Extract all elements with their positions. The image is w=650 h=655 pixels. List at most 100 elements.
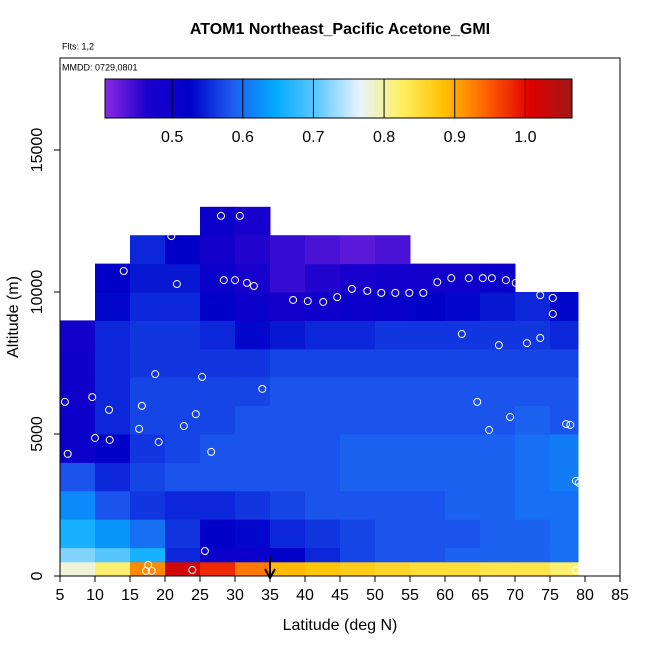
heat-cell [95,377,131,407]
x-tick-label: 30 [226,587,244,604]
flight-point [333,293,342,302]
flight-point [492,249,501,258]
heat-cell [480,320,516,350]
heat-cell [410,263,446,293]
flight-point [433,278,442,287]
heat-cell [515,462,551,492]
heat-cell [235,519,271,549]
heat-cell [340,348,376,378]
heat-cell [445,263,481,293]
heat-cell [60,434,96,463]
heat-cell [410,462,446,492]
heat-cell [515,547,551,563]
x-tick-label: 75 [541,587,559,604]
heat-cell [130,235,166,265]
y-tick-label: 15000 [29,128,46,173]
heat-cell [270,547,306,563]
heat-cell [445,405,481,435]
heat-cell [235,547,271,563]
heat-cell [130,263,166,293]
heat-cell [375,434,411,463]
y-tick-label: 5000 [29,416,46,452]
flight-point [235,211,244,220]
heat-cell [305,405,341,435]
heat-cell [375,490,411,520]
flight-point [179,422,188,431]
heat-cell [445,320,481,350]
heat-cell [270,348,306,378]
heat-cell [375,405,411,435]
heat-cell [200,490,236,520]
heat-cell [130,320,166,350]
heat-cell [235,263,271,293]
heat-cell [480,348,516,378]
heat-cell [305,547,341,563]
subtitle: Flts: 1,2 [62,41,94,51]
flight-point [473,397,482,406]
flight-point [494,341,503,350]
flight-point [77,251,85,260]
flight-point [522,339,531,348]
heat-cell [340,377,376,407]
heat-cell [550,490,579,520]
flight-point [536,291,545,300]
heat-cell [480,292,516,321]
heat-cell [235,348,271,378]
heat-cell [410,348,446,378]
x-tick-label: 55 [401,587,419,604]
flight-point [487,274,496,283]
heat-cell [60,405,96,435]
heat-cell [305,292,341,321]
heat-cell [200,235,236,265]
colorbar-tick-label: 1.0 [514,129,536,146]
heat-cell [60,490,96,520]
heat-cell [340,519,376,549]
heat-cell [305,263,341,293]
flight-point [207,447,216,456]
heat-cell [60,519,96,549]
heat-cell [305,434,341,463]
flight-point [188,566,197,575]
flight-point [137,401,146,410]
flight-point [105,435,114,444]
heat-cell [340,490,376,520]
x-tick-label: 40 [296,587,314,604]
flight-point [377,288,386,297]
heat-cell [130,490,166,520]
flight-point [574,478,583,487]
flight-point [506,412,515,421]
heat-cell [550,462,579,492]
heat-cell [270,462,306,492]
flight-point [363,286,372,295]
heat-cell [200,462,236,492]
heat-cell [410,547,446,563]
heat-cell [235,235,271,265]
flight-point [147,566,156,575]
heat-cell [95,547,131,563]
y-tick-label: 0 [29,571,46,580]
heat-cell [410,490,446,520]
flight-point [457,330,466,339]
y-axis-label: Altitude (m) [5,276,22,358]
heat-cell [515,292,551,321]
x-tick-label: 45 [331,587,349,604]
flight-point [217,211,225,220]
heat-cell [60,462,96,492]
heat-cell [165,377,201,407]
flight-point [566,420,575,429]
heat-cell [235,206,271,236]
heat-cell [165,263,201,293]
heat-cell [410,405,446,435]
heat-cell [165,490,201,520]
x-tick-label: 20 [156,587,174,604]
heat-cell [550,434,579,463]
heat-cell [60,320,96,350]
heat-cell [340,292,376,321]
heat-cell [270,235,306,265]
heat-cell [95,292,131,321]
heat-cell [60,377,96,407]
heat-cell [480,263,516,293]
x-tick-label: 15 [121,587,139,604]
heat-cell [410,434,446,463]
heat-cell [95,490,131,520]
